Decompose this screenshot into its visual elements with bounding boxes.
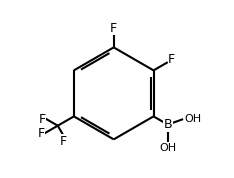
Text: F: F bbox=[60, 135, 67, 148]
Text: OH: OH bbox=[159, 143, 176, 153]
Text: F: F bbox=[110, 22, 117, 35]
Text: F: F bbox=[38, 114, 45, 127]
Text: F: F bbox=[37, 127, 44, 140]
Text: OH: OH bbox=[184, 114, 201, 124]
Text: F: F bbox=[168, 53, 175, 66]
Text: B: B bbox=[164, 118, 172, 131]
